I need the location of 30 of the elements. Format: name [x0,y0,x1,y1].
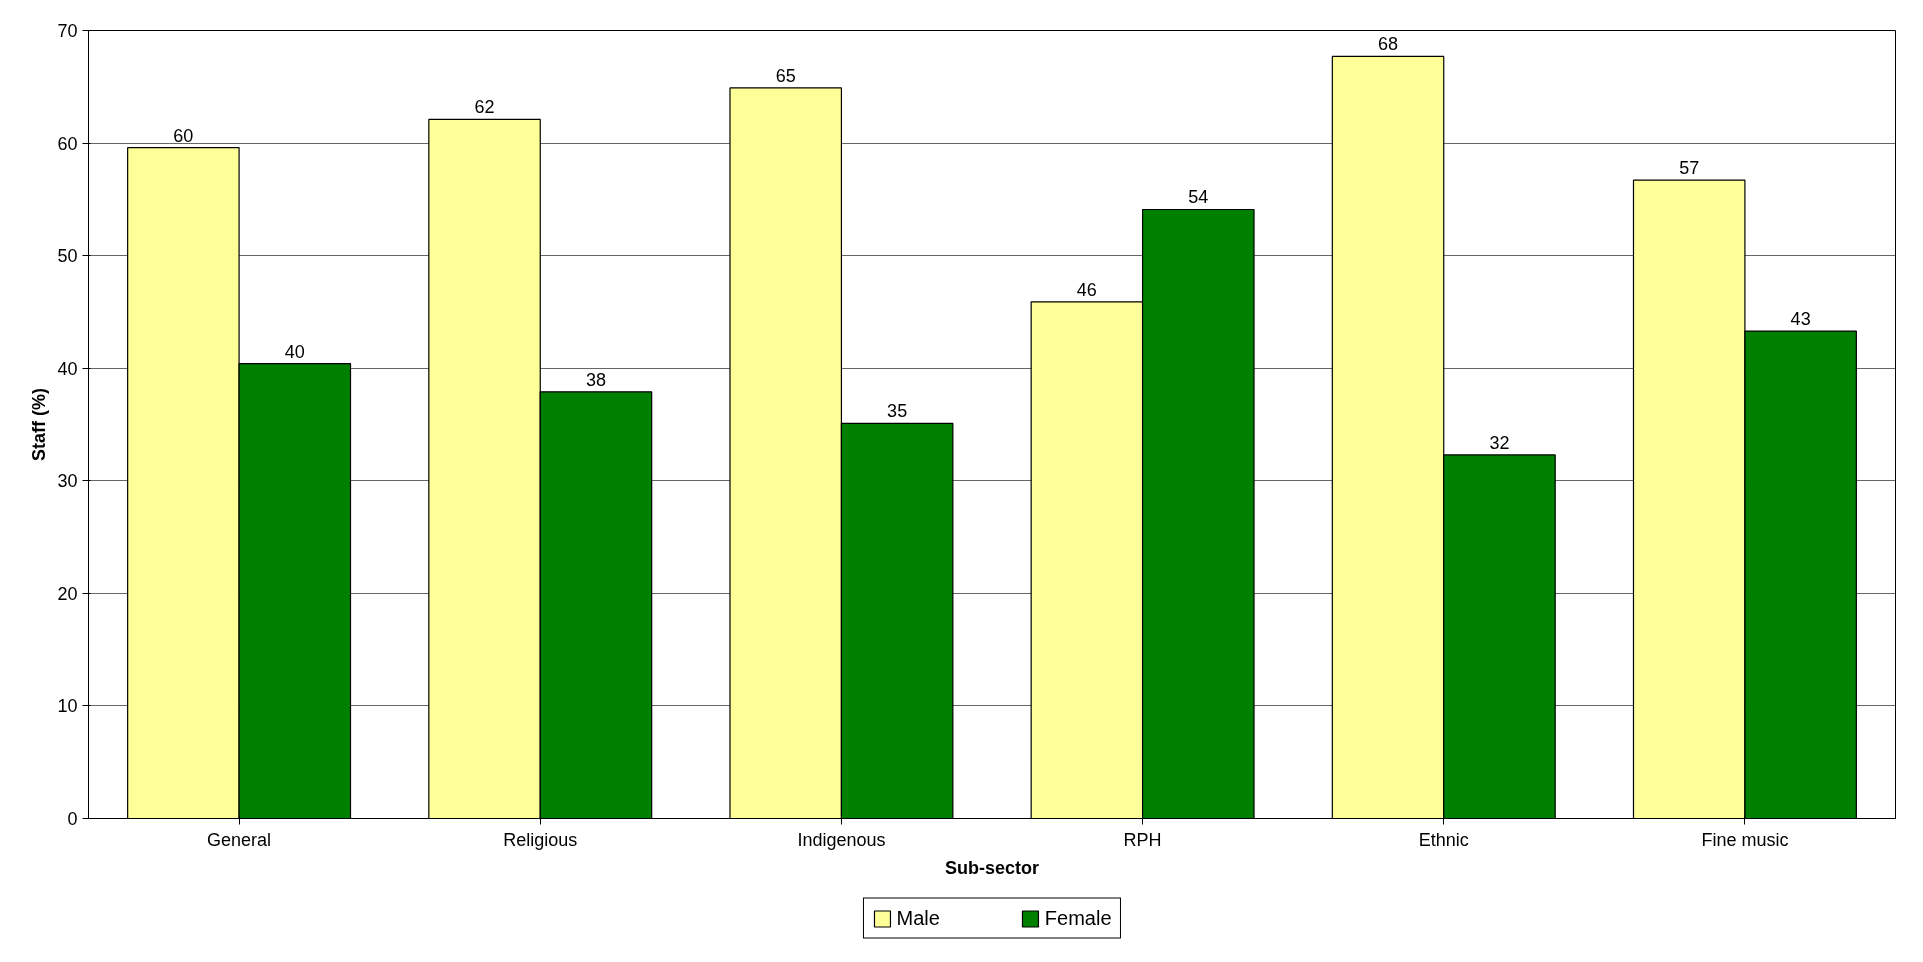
data-label: 68 [1378,34,1399,55]
data-label: 46 [1076,279,1097,300]
data-label: 57 [1679,158,1700,179]
x-tick-label: RPH [1123,829,1162,850]
y-tick-label: 40 [57,358,78,379]
x-tick-label: Fine music [1701,829,1789,850]
data-label: 62 [474,97,495,118]
y-tick-label: 10 [57,696,78,717]
y-tick-label: 70 [57,21,78,41]
x-tick-label: Indigenous [797,829,886,850]
y-tick-label: 30 [57,471,78,492]
x-axis-title: Sub-sector [944,857,1040,878]
data-label: 43 [1790,309,1811,330]
data-label: 65 [775,65,796,86]
x-tick-label: Religious [503,829,578,850]
y-axis-title: Staff (%) [29,388,50,461]
legend-label: Female [1044,906,1112,930]
data-label: 60 [173,125,194,146]
legend-label: Male [896,906,940,930]
data-label: 38 [585,369,606,390]
data-label: 32 [1489,432,1510,453]
x-tick-label: General [207,829,272,850]
y-tick-label: 0 [67,809,78,829]
y-tick-label: 60 [57,133,78,154]
data-label: 40 [284,341,305,362]
y-tick-label: 50 [57,246,78,267]
y-tick-label: 20 [57,583,78,604]
x-tick-label: Ethnic [1418,829,1469,850]
data-label: 54 [1188,187,1209,208]
data-label: 35 [887,401,908,422]
